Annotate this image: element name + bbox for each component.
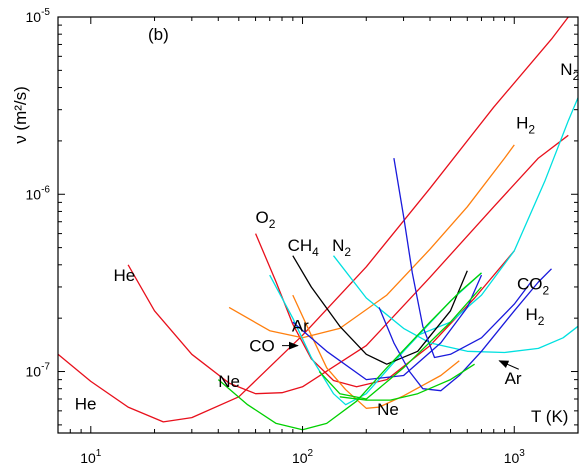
curve-label: Ne — [218, 372, 240, 391]
series-line-4 — [228, 144, 515, 339]
x-tick-label: 103 — [504, 448, 526, 466]
curve-label: H2 — [516, 113, 535, 136]
curve-label: He — [75, 395, 97, 414]
series-line-7 — [332, 255, 579, 354]
panel-label: (b) — [148, 25, 169, 44]
curve-label: CO2 — [517, 275, 550, 298]
plot-frame — [57, 16, 579, 434]
series-line-8 — [417, 97, 579, 336]
series-line-12 — [378, 268, 552, 392]
series-line-14 — [318, 286, 482, 400]
series-line-15 — [339, 363, 475, 401]
annotation-arrow-2 — [498, 360, 519, 370]
curve-label: N2 — [332, 236, 351, 259]
x-tick-label: 101 — [80, 448, 102, 466]
series-line-9 — [292, 255, 468, 365]
y-axis-label: ν (m²/s) — [11, 86, 30, 144]
curve-label: H2 — [526, 305, 545, 328]
y-tick-label: 10-5 — [26, 7, 51, 25]
curve-label: Ar — [292, 317, 309, 336]
curve-label: Ar — [505, 369, 522, 388]
series-line-10 — [292, 274, 483, 381]
series-line-6 — [269, 272, 482, 406]
series-line-13 — [217, 272, 482, 431]
x-axis-label: T (K) — [531, 407, 568, 426]
series-line-1 — [57, 16, 569, 423]
annotation-arrows — [282, 341, 519, 370]
curve-label: N2 — [560, 60, 579, 83]
curve-label: He — [113, 266, 135, 285]
y-tick-label: 10-6 — [26, 184, 51, 202]
curve-label: CO — [249, 336, 274, 355]
y-tick-label: 10-7 — [26, 362, 51, 380]
curve-labels: He He O2 CH4 N2 N2 H2 Ar CO Ne Ne CO2 H2 Ar — [75, 60, 580, 419]
curve-label: Ne — [377, 400, 399, 419]
series-line-2 — [127, 134, 569, 395]
series-line-11 — [393, 157, 532, 359]
curve-label: O2 — [256, 208, 276, 231]
x-tick-label: 102 — [292, 448, 314, 466]
curve-label: CH4 — [288, 236, 320, 259]
series-line-5 — [292, 294, 460, 409]
series-layer — [57, 16, 579, 431]
